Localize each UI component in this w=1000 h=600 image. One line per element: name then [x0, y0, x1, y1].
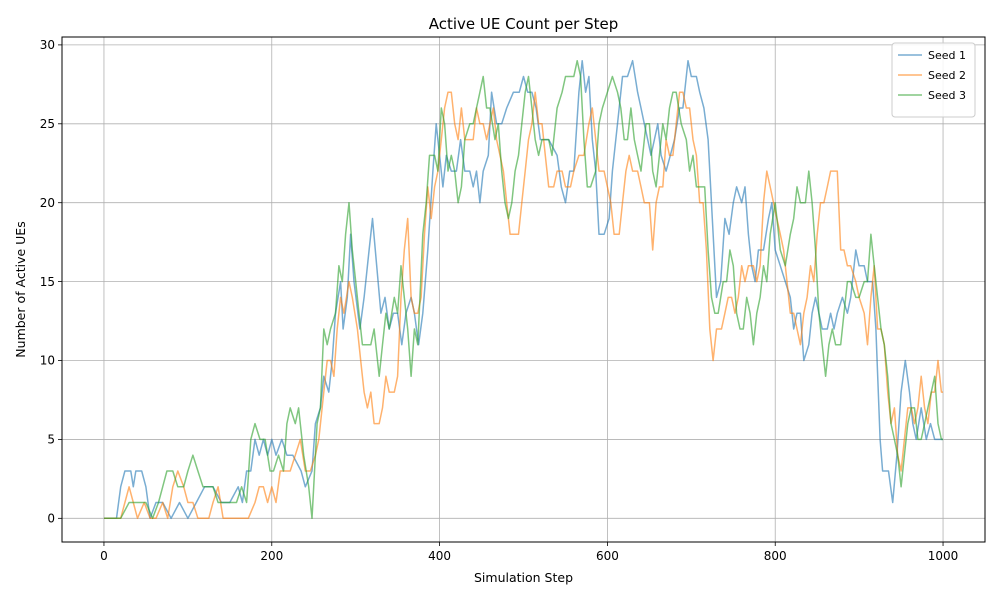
y-axis-ticks: 0 5 10 15 20 25 30 — [40, 38, 62, 526]
y-tick-label: 0 — [47, 512, 55, 526]
legend: Seed 1 Seed 2 Seed 3 — [891, 42, 976, 118]
x-axis-ticks: 0 200 400 600 800 1000 — [100, 542, 958, 563]
legend-label: Seed 2 — [928, 69, 966, 82]
x-tick-label: 1000 — [928, 549, 959, 563]
series-line-seed-2 — [104, 91, 943, 520]
series-line-seed-3 — [104, 59, 943, 520]
x-tick-label: 600 — [596, 549, 619, 563]
x-axis-label: Simulation Step — [474, 570, 573, 585]
chart-title: Active UE Count per Step — [429, 15, 619, 33]
x-tick-label: 400 — [428, 549, 451, 563]
grid-lines — [62, 37, 985, 542]
y-tick-label: 15 — [40, 275, 55, 289]
series-lines — [104, 59, 943, 520]
plot-frame — [61, 36, 986, 543]
y-tick-label: 5 — [47, 433, 55, 447]
y-tick-label: 10 — [40, 354, 55, 368]
legend-box — [891, 42, 976, 118]
legend-label: Seed 3 — [928, 89, 966, 102]
y-tick-label: 20 — [40, 196, 55, 210]
y-tick-label: 30 — [40, 38, 55, 52]
x-tick-label: 200 — [260, 549, 283, 563]
x-tick-label: 0 — [100, 549, 108, 563]
legend-label: Seed 1 — [928, 49, 966, 62]
x-tick-label: 800 — [764, 549, 787, 563]
y-axis-label: Number of Active UEs — [13, 221, 28, 357]
y-tick-label: 25 — [40, 117, 55, 131]
series-line-seed-1 — [104, 59, 943, 520]
